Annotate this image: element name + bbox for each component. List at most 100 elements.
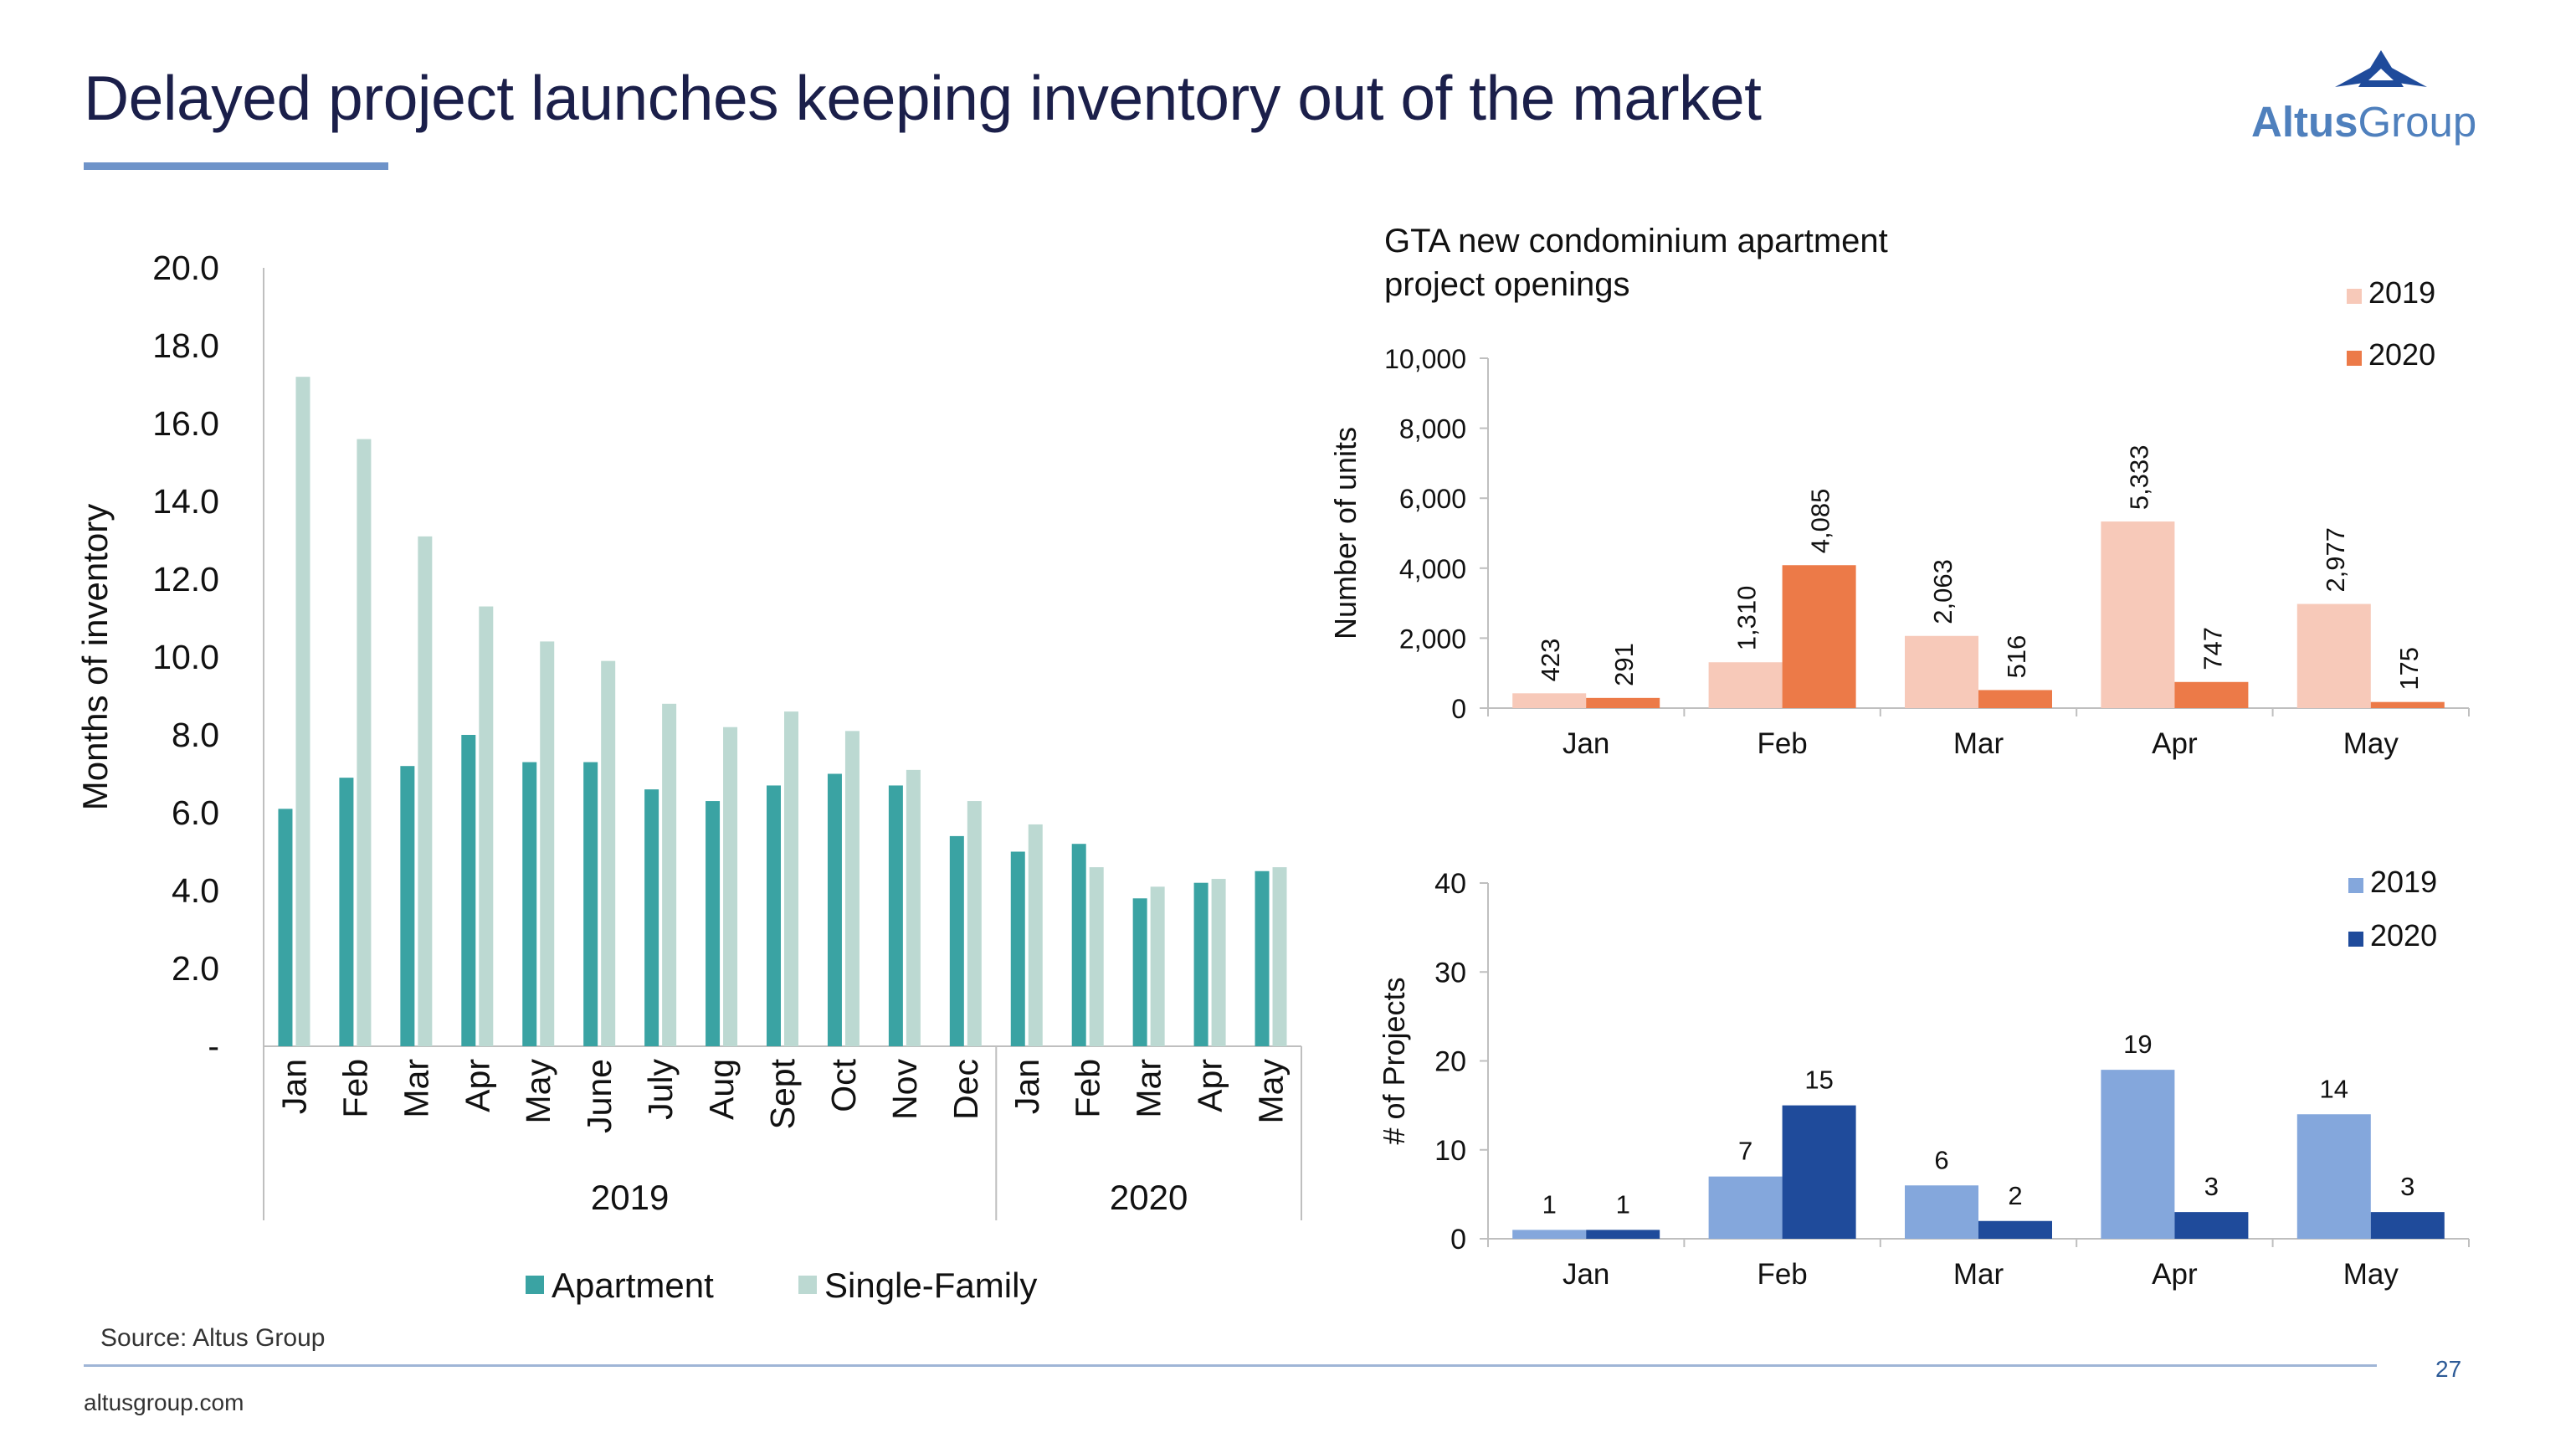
data-label: 2 bbox=[2008, 1181, 2022, 1210]
title-underline bbox=[84, 162, 388, 170]
bar-2020 bbox=[1978, 690, 2052, 708]
bar-apartment bbox=[1132, 898, 1147, 1046]
y-axis-title: Months of inventory bbox=[75, 504, 115, 811]
x-tick-label: Aug bbox=[702, 1059, 741, 1120]
y-tick-label: 6,000 bbox=[1399, 484, 1466, 514]
legend-label-2019: 2019 bbox=[2368, 276, 2435, 310]
bar-2020 bbox=[1782, 565, 1856, 708]
x-tick-label: Jan bbox=[1563, 1258, 1609, 1291]
bar-2020 bbox=[2174, 1212, 2249, 1239]
bar-2019 bbox=[1905, 635, 1978, 708]
data-label: 6 bbox=[1934, 1145, 1948, 1174]
y-tick-label: 2,000 bbox=[1399, 624, 1466, 654]
legend-swatch-single-family bbox=[798, 1276, 817, 1294]
units-chart: 0 2,000 4,000 6,000 8,000 10,000 Number of uni… bbox=[1328, 276, 2470, 760]
logo-wordmark-regular: Group bbox=[2358, 98, 2477, 146]
bar-single-family bbox=[1211, 879, 1226, 1046]
months-of-inventory-chart: - 2.0 4.0 6.0 8.0 10.0 12.0 14.0 16.0 18.0 20.0 Mon… bbox=[75, 249, 1302, 1305]
bar-single-family bbox=[1089, 867, 1104, 1046]
bar-apartment bbox=[888, 785, 903, 1046]
y-tick-label: 0 bbox=[1451, 694, 1466, 724]
bar-apartment bbox=[522, 762, 537, 1046]
bar-2020 bbox=[1586, 1230, 1660, 1239]
legend-label-2019: 2019 bbox=[2370, 865, 2437, 899]
data-label: 516 bbox=[2002, 635, 2031, 679]
bar-apartment bbox=[767, 785, 781, 1046]
bar-single-family bbox=[723, 727, 738, 1046]
y-axis-title: # of Projects bbox=[1377, 977, 1411, 1144]
x-tick-label: Feb bbox=[336, 1059, 374, 1118]
page-number: 27 bbox=[2435, 1356, 2462, 1382]
x-tick-label: Apr bbox=[2152, 1258, 2198, 1291]
bar-2019 bbox=[1905, 1185, 1978, 1239]
legend-label-apartment: Apartment bbox=[552, 1266, 714, 1305]
x-tick-label: Jan bbox=[1008, 1059, 1046, 1114]
y-tick-label: 10.0 bbox=[152, 638, 219, 676]
x-tick-label: Mar bbox=[397, 1059, 435, 1118]
legend-swatch-2020 bbox=[2347, 351, 2362, 366]
bar-single-family bbox=[1150, 886, 1165, 1046]
bar-2019 bbox=[2101, 1070, 2175, 1239]
bar-2019 bbox=[1512, 1230, 1587, 1239]
bar-apartment bbox=[1193, 882, 1208, 1046]
bar-single-family bbox=[357, 439, 372, 1046]
x-tick-label: June bbox=[580, 1059, 618, 1133]
x-tick-label: Apr bbox=[2152, 727, 2198, 760]
y-tick-label: 8,000 bbox=[1399, 414, 1466, 444]
y-tick-label: 4,000 bbox=[1399, 554, 1466, 584]
footer-rule bbox=[84, 1364, 2377, 1367]
source-note: Source: Altus Group bbox=[100, 1324, 326, 1352]
y-tick-label: 20.0 bbox=[152, 249, 219, 287]
y-tick-label: 18.0 bbox=[152, 326, 219, 365]
bar-apartment bbox=[461, 735, 476, 1046]
bar-2019 bbox=[1708, 1176, 1783, 1239]
x-tick-label: Feb bbox=[1757, 727, 1807, 760]
x-tick-label: July bbox=[641, 1059, 680, 1120]
logo-mark-icon bbox=[2335, 50, 2427, 87]
y-tick-label: 4.0 bbox=[172, 871, 219, 910]
bar-apartment bbox=[400, 766, 415, 1046]
data-label: 1 bbox=[1616, 1189, 1630, 1219]
bar-apartment bbox=[827, 773, 842, 1046]
bar-2019 bbox=[1512, 693, 1587, 708]
data-label: 19 bbox=[2123, 1030, 2152, 1059]
x-tick-label: Feb bbox=[1069, 1059, 1107, 1118]
x-tick-label: Oct bbox=[824, 1058, 863, 1112]
bar-2020 bbox=[1978, 1220, 2052, 1239]
data-label: 7 bbox=[1738, 1137, 1752, 1166]
y-tick-label: 40 bbox=[1434, 868, 1466, 900]
data-label: 2,977 bbox=[2321, 527, 2350, 593]
bar-single-family bbox=[1272, 867, 1287, 1046]
x-tick-label: Feb bbox=[1757, 1258, 1807, 1291]
bar-single-family bbox=[418, 536, 433, 1046]
bar-single-family bbox=[601, 660, 616, 1046]
x-tick-label: May bbox=[2343, 1258, 2399, 1291]
bar-apartment bbox=[949, 835, 964, 1046]
year-group-label: 2020 bbox=[1110, 1178, 1188, 1217]
bar-single-family bbox=[844, 731, 860, 1046]
data-label: 291 bbox=[1609, 643, 1639, 686]
legend-swatch-2020 bbox=[2348, 932, 2363, 947]
data-label: 2,063 bbox=[1928, 559, 1958, 624]
y-tick-label: 10,000 bbox=[1384, 344, 1466, 374]
y-tick-label: 16.0 bbox=[152, 404, 219, 443]
x-tick-label: Mar bbox=[1130, 1059, 1168, 1118]
bar-single-family bbox=[967, 801, 982, 1046]
y-tick-label: 20 bbox=[1434, 1046, 1466, 1078]
y-tick-label: 6.0 bbox=[172, 793, 219, 832]
x-tick-label: Jan bbox=[1563, 727, 1609, 760]
data-label: 15 bbox=[1804, 1066, 1833, 1095]
x-tick-label: May bbox=[519, 1059, 557, 1124]
y-tick-label: 0 bbox=[1450, 1224, 1466, 1256]
bar-2020 bbox=[1586, 697, 1660, 708]
bar-2019 bbox=[2101, 521, 2175, 708]
x-tick-label: Sept bbox=[763, 1058, 802, 1129]
x-tick-label: Mar bbox=[1953, 727, 2004, 760]
bar-apartment bbox=[339, 778, 354, 1046]
y-axis-title: Number of units bbox=[1328, 427, 1362, 639]
website-link[interactable]: altusgroup.com bbox=[84, 1389, 244, 1415]
bar-2019 bbox=[1708, 662, 1783, 708]
data-label: 1 bbox=[1542, 1189, 1557, 1219]
x-tick-label: Nov bbox=[885, 1059, 924, 1120]
bar-2020 bbox=[2174, 681, 2249, 708]
